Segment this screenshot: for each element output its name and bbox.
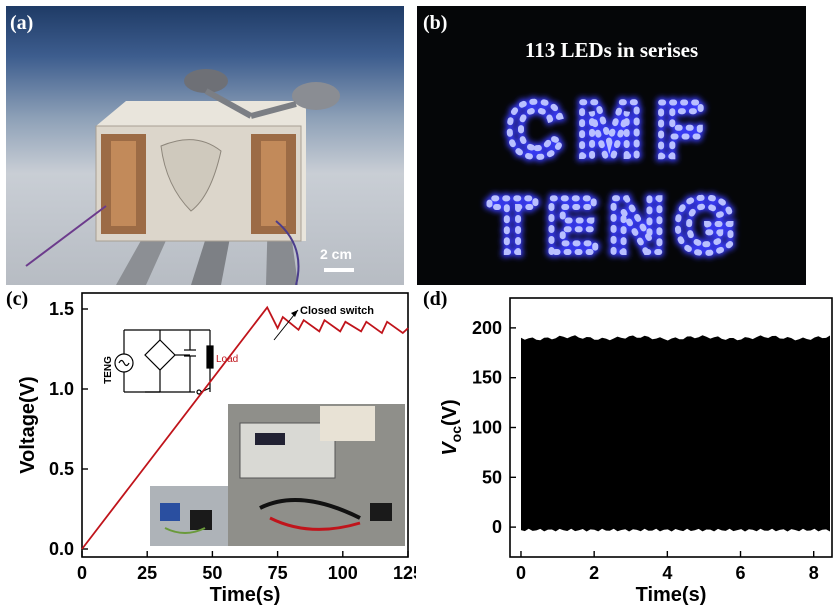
- y-tick-label: 1.0: [49, 379, 74, 399]
- x-tick-label: 2: [589, 563, 599, 583]
- led-word-cmf: CMF: [507, 85, 718, 173]
- inset-photo-circuit: [150, 486, 228, 546]
- y-tick-label: 200: [472, 318, 502, 338]
- y-tick-label: 50: [482, 467, 502, 487]
- inset-photo-multimeter: [228, 404, 405, 546]
- x-tick-label: 8: [809, 563, 819, 583]
- led-glow: CMF CMF TENG TENG: [484, 80, 746, 274]
- x-tick-label: 6: [736, 563, 746, 583]
- chart-d: 0 2 4 6 8 0 50 100 150 200 Time(s) Voc(V): [439, 297, 833, 606]
- photo-leds: (b) 113 LEDs in serises CMF CMF TENG TEN…: [417, 6, 806, 285]
- device-photo-drawing: [25, 69, 354, 285]
- x-axis-label: Time(s): [210, 584, 281, 606]
- y-tick-label: 0.5: [49, 459, 74, 479]
- circuit-diagram: [114, 329, 214, 395]
- voltage-line: [81, 305, 409, 550]
- x-tick-label: 0: [516, 563, 526, 583]
- led-word-cmf-glow: CMF: [507, 85, 718, 173]
- led-caption: 113 LEDs in serises: [524, 38, 699, 62]
- x-tick-label: 25: [137, 563, 157, 583]
- y-tick-label: 100: [472, 418, 502, 438]
- led-word-teng-glow: TENG: [489, 181, 746, 269]
- x-tick-label: 125: [393, 563, 416, 583]
- y-axis-label: Voltage(V): [17, 376, 39, 473]
- voc-signal-band: [521, 335, 830, 532]
- x-tick-label: 100: [328, 563, 358, 583]
- circuit-teng-label: TENG: [103, 356, 114, 384]
- y-tick-label: 0: [492, 517, 502, 537]
- scale-bar-label: 2 cm: [320, 246, 352, 262]
- x-tick-label: 4: [662, 563, 672, 583]
- y-tick-label: 150: [472, 368, 502, 388]
- panel-d-label: (d): [423, 288, 448, 310]
- led-word-teng: TENG: [489, 181, 746, 269]
- x-tick-label: 50: [202, 563, 222, 583]
- y-axis-label: Voc(V): [439, 399, 464, 455]
- panel-b-label: (b): [423, 12, 448, 34]
- closed-switch-annotation: Closed switch: [300, 305, 374, 317]
- x-tick-label: 0: [77, 563, 87, 583]
- x-tick-label: 75: [268, 563, 288, 583]
- x-axis-label: Time(s): [636, 584, 707, 606]
- chart-c: TENG Load 02550751001250.00.51.01.5Time(…: [17, 292, 416, 606]
- photo-device: (a) 2 cm: [6, 6, 404, 285]
- panel-c-label: (c): [6, 288, 29, 310]
- y-tick-label: 0.0: [49, 539, 74, 559]
- plot-frame: [81, 292, 409, 558]
- y-tick-label: 1.5: [49, 299, 74, 319]
- panel-a-label: (a): [10, 12, 34, 34]
